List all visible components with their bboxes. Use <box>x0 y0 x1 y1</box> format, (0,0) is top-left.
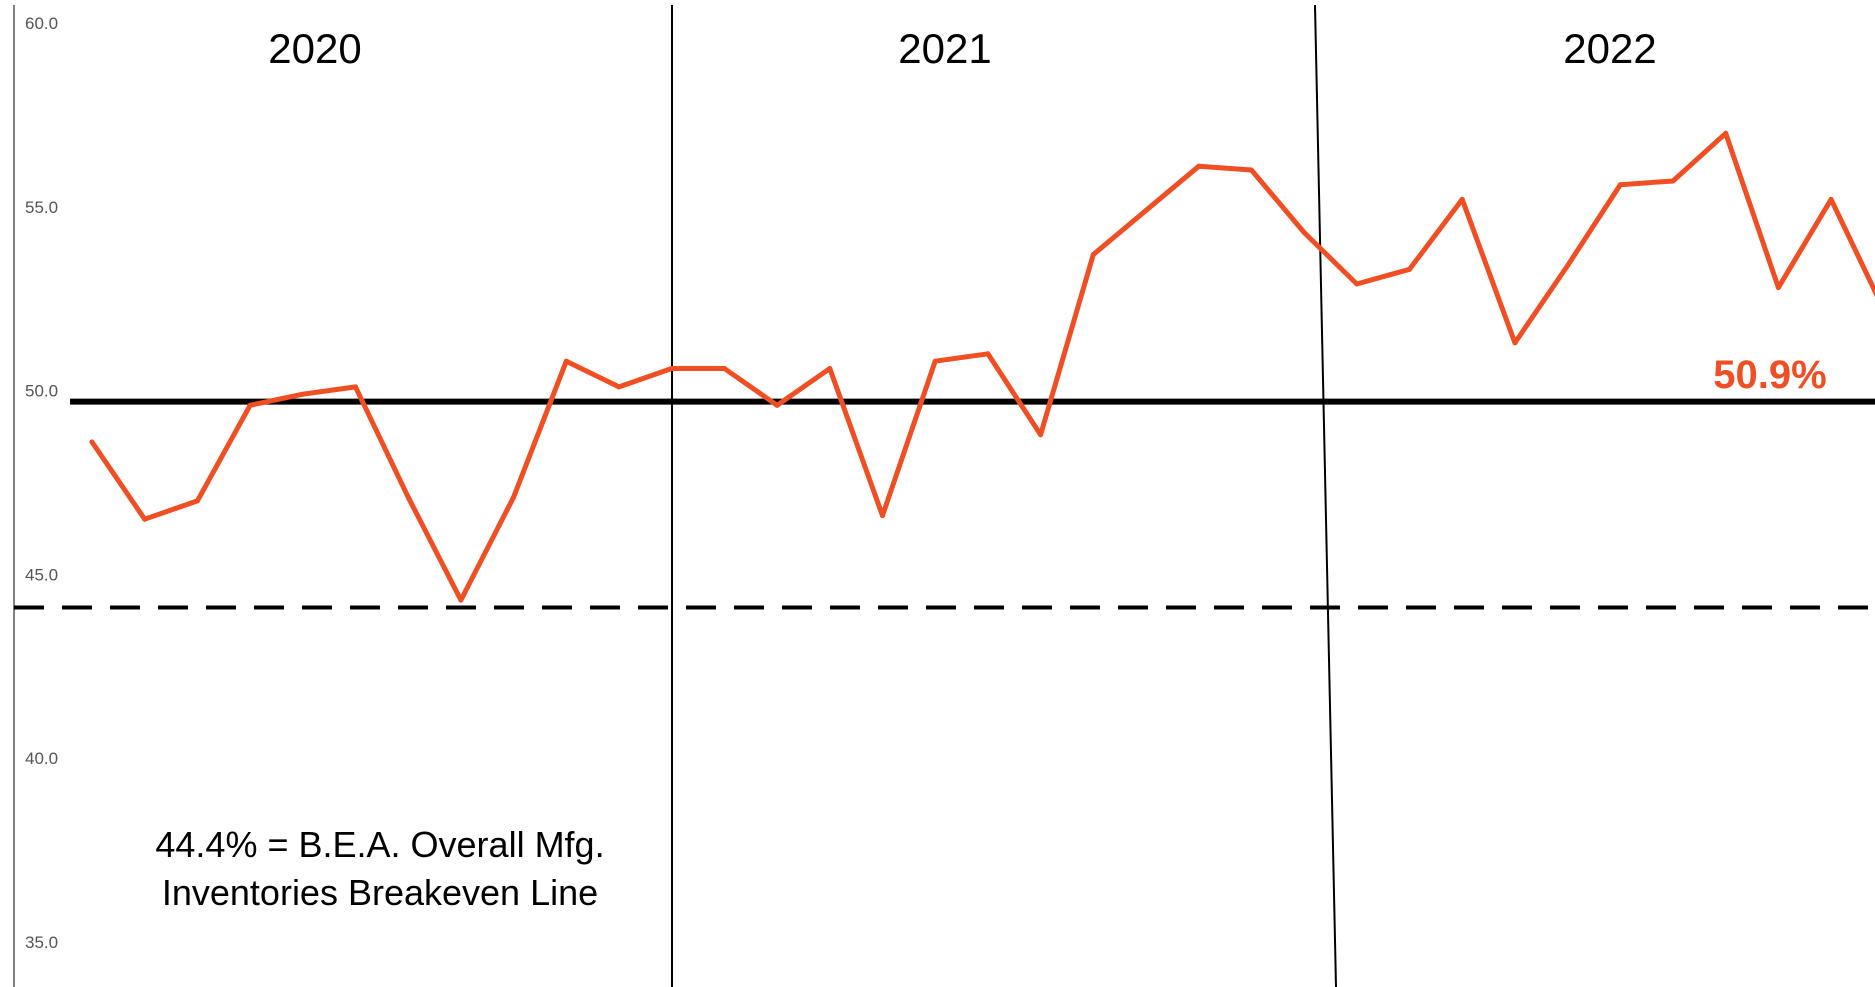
y-tick-label: 40.0 <box>25 749 58 768</box>
data-point <box>669 366 675 371</box>
data-point <box>1723 130 1729 136</box>
data-point <box>1143 207 1149 213</box>
annotation-line-2: Inventories Breakeven Line <box>162 872 598 913</box>
year-label-2022: 2022 <box>1563 25 1656 72</box>
year-label-2021: 2021 <box>898 25 991 72</box>
data-point <box>721 366 727 371</box>
data-point <box>1617 182 1623 188</box>
data-point <box>1459 196 1465 202</box>
data-point <box>616 384 622 390</box>
data-point <box>1407 266 1412 272</box>
y-tick-label: 35.0 <box>25 933 58 952</box>
data-point <box>1670 178 1676 184</box>
data-point <box>985 351 991 357</box>
data-point <box>1038 432 1044 438</box>
data-point <box>194 498 200 504</box>
year-label-2020: 2020 <box>268 25 361 72</box>
data-point <box>1354 281 1360 287</box>
y-tick-label: 55.0 <box>25 198 58 217</box>
data-point <box>1565 263 1571 269</box>
y-tick-label: 45.0 <box>25 565 58 584</box>
y-tick-label: 60.0 <box>25 14 58 33</box>
data-point <box>458 597 464 603</box>
data-point <box>774 402 780 408</box>
data-point <box>1828 196 1834 202</box>
data-point <box>511 494 517 500</box>
data-point <box>300 391 306 397</box>
data-point <box>1196 163 1202 169</box>
data-point <box>563 358 569 364</box>
data-point <box>142 516 148 522</box>
series-line <box>89 130 1875 603</box>
data-point <box>1248 167 1254 173</box>
data-point <box>1512 340 1518 346</box>
y-tick-label: 50.0 <box>25 382 58 401</box>
data-point <box>827 366 833 371</box>
annotation-line-1: 44.4% = B.E.A. Overall Mfg. <box>155 824 604 865</box>
data-point <box>932 358 938 364</box>
data-point <box>89 439 95 445</box>
data-point <box>353 384 358 390</box>
data-point <box>247 402 253 408</box>
data-point <box>405 494 411 500</box>
data-point <box>880 513 885 519</box>
last-value-label: 50.9% <box>1713 353 1826 397</box>
year-divider <box>1314 4 1337 987</box>
data-point <box>1301 230 1307 235</box>
data-point <box>1775 285 1781 291</box>
data-point <box>1090 252 1096 258</box>
